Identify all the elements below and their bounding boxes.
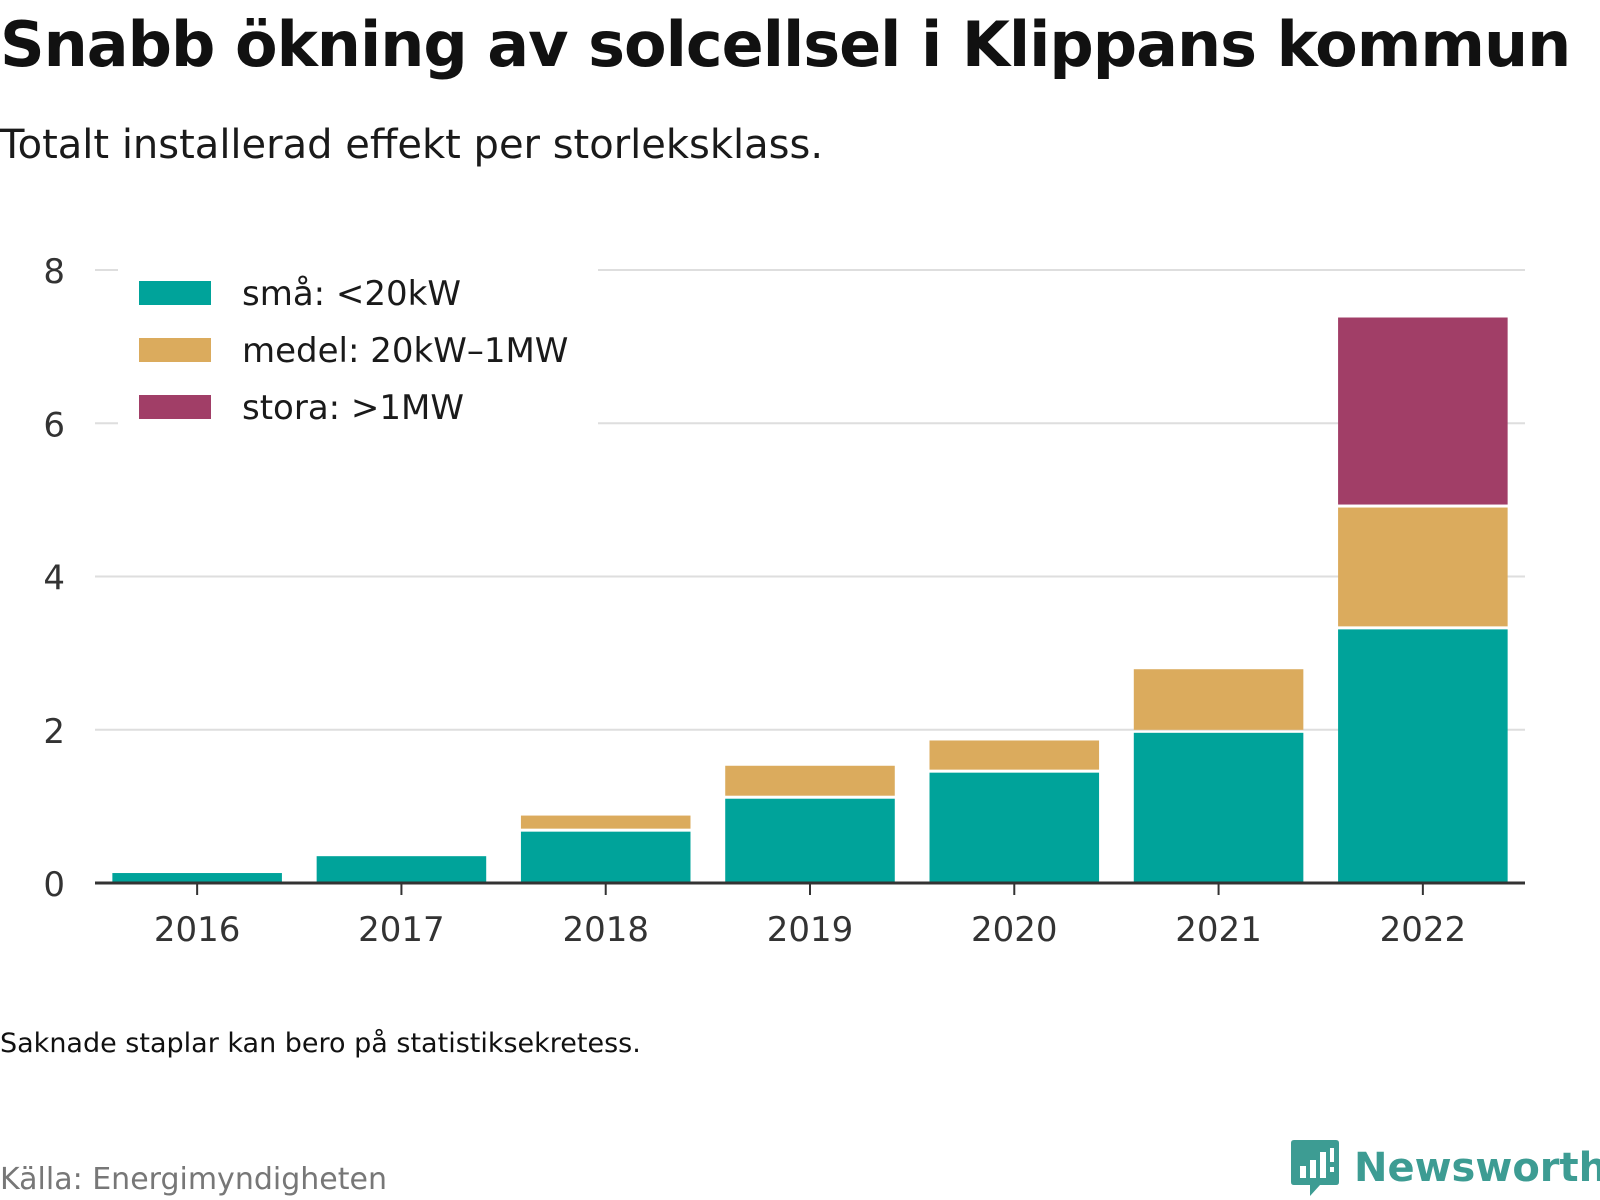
y-tick-label: 0 xyxy=(43,865,65,905)
legend-label: små: <20kW xyxy=(242,274,461,314)
legend-label: medel: 20kW–1MW xyxy=(242,331,568,371)
source-label: Källa: Energimyndigheten xyxy=(0,1162,387,1197)
y-tick-label: 8 xyxy=(43,252,65,292)
y-tick-label: 4 xyxy=(43,559,65,599)
footnote: Saknade staplar kan bero på statistiksek… xyxy=(0,1028,641,1059)
bar-segment xyxy=(929,772,1100,883)
x-tick-label: 2021 xyxy=(1175,910,1262,950)
bar-segment xyxy=(1338,317,1508,505)
legend-swatch xyxy=(139,338,211,362)
y-tick-label: 6 xyxy=(43,405,65,445)
x-tick-label: 2018 xyxy=(562,910,649,950)
chart-subtitle: Totalt installerad effekt per storlekskl… xyxy=(0,122,824,168)
bar-segment xyxy=(112,873,282,883)
bar-segment xyxy=(520,815,691,829)
x-tick-label: 2019 xyxy=(767,910,854,950)
stacked-bar-chart: 0 2 4 6 8 2016 2017 2018 2019 2020 2021 2022 små: … xyxy=(43,252,1525,950)
bar-segment xyxy=(1338,629,1508,883)
bar-segment xyxy=(1133,669,1304,730)
legend: små: <20kW medel: 20kW–1MW stora: >1MW xyxy=(118,262,598,432)
y-tick-label: 2 xyxy=(43,712,65,752)
y-axis-ticks: 0 2 4 6 8 xyxy=(43,252,65,905)
x-tick-label: 2020 xyxy=(971,910,1058,950)
bar-segment xyxy=(520,831,691,883)
legend-swatch xyxy=(139,281,211,305)
x-axis: 2016 2017 2018 2019 2020 2021 2022 xyxy=(95,881,1525,950)
brand-logo: Newsworthy xyxy=(1290,1138,1600,1198)
x-tick-label: 2022 xyxy=(1380,910,1467,950)
legend-swatch xyxy=(139,395,211,419)
bar-segment xyxy=(1133,732,1304,883)
bars xyxy=(112,317,1508,883)
legend-label: stora: >1MW xyxy=(242,388,464,428)
newsworthy-logo-icon xyxy=(1291,1140,1339,1196)
brand-name: Newsworthy xyxy=(1354,1145,1600,1191)
bar-segment xyxy=(725,765,895,796)
bar-segment xyxy=(929,740,1100,770)
bar-segment xyxy=(1338,507,1508,627)
chart-title: Snabb ökning av solcellsel i Klippans ko… xyxy=(0,8,1571,81)
bar-segment xyxy=(725,798,895,883)
x-tick-label: 2016 xyxy=(154,910,241,950)
x-tick-label: 2017 xyxy=(358,910,445,950)
bar-segment xyxy=(316,856,487,883)
